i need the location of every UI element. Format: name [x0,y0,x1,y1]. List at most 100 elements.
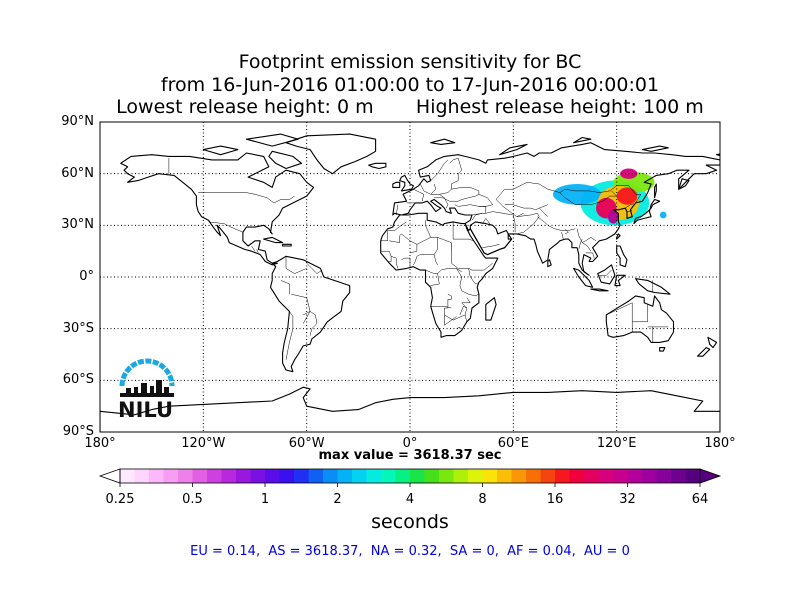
coast-ireland [392,181,401,188]
colorbar-cell [642,469,657,483]
border-line [444,293,471,321]
colorbar-cell [120,469,135,483]
colorbar-cell [497,469,512,483]
graticule [100,122,720,432]
colorbar-tick-label: 64 [691,492,709,507]
border-line [461,290,480,297]
lat-tick-label: 90°S [62,424,94,439]
coast-japan [633,198,661,225]
colorbar-max-extend [699,468,722,484]
border-line [413,254,435,266]
colorbar-cell [671,469,686,483]
lon-tick-label: 60°E [497,436,529,451]
colorbar-cell [279,469,295,483]
colorbar-cell [250,469,266,483]
title-line-3: Lowest release height: 0 m Highest relea… [0,96,800,119]
border-line [468,268,479,285]
colorbar-cell [598,469,614,483]
border-line [387,256,392,262]
footprint-blob [608,209,619,224]
border-line [582,242,592,252]
colorbar-cell [685,469,701,483]
lon-tick-label: 60°W [288,436,325,451]
coast-philippines [616,245,628,268]
border-line [504,204,540,211]
lon-tick-label: 180° [84,436,116,451]
coast-arctic-islands-2 [245,133,299,147]
coastlines [100,133,720,432]
colorbar-cell [584,469,599,483]
coast-madagascar [485,297,497,321]
coast-svalbard [430,138,456,145]
border-line [451,158,462,185]
colorbar-cell [366,469,382,483]
coast-wrangel [716,153,720,157]
border-line [449,157,459,164]
border-line [632,304,648,323]
coast-hispaniola [282,243,292,247]
coast-sulawesi [614,274,626,287]
coast-arabia-red-sea [469,221,513,256]
coast-tasmania [659,347,666,352]
border-line [456,326,461,329]
border-line [492,225,497,229]
border-line [430,159,449,181]
colorbar-tick-label: 0.25 [105,492,135,507]
nilu-logo [119,358,175,397]
border-line [538,204,548,217]
logo-text: NILU [118,398,174,422]
colorbar-tick-label: 32 [619,492,636,507]
border-line [537,216,576,231]
border-line [516,213,540,235]
colorbar-cell [236,469,251,483]
border-line [485,211,516,233]
colorbar-cell [207,469,222,483]
coast-new-zealand-n [707,336,718,349]
border-line [306,263,323,274]
coast-arctic-islands-1 [202,145,239,156]
border-line [430,184,452,195]
border-line [464,314,468,322]
coast-borneo [597,264,616,285]
colorbar-cell [439,469,454,483]
coast-north-america [120,152,315,266]
coast-eurasia [392,142,720,276]
border-line [434,197,459,202]
border-line [456,268,462,291]
lat-tick-label: 60°S [62,372,94,388]
lon-tick-label: 120°E [596,436,637,451]
border-line [452,221,474,242]
colorbar-units-label: seconds [371,511,449,533]
coast-sri-lanka [547,259,552,268]
colorbar-tick-label: 8 [478,492,487,507]
border-line [451,242,473,271]
colorbar-cell [511,469,527,483]
border-line [302,310,311,324]
map-frame [99,121,721,433]
coast-great-britain [399,174,414,192]
border-line [198,192,295,204]
colorbar-tick-label: 1 [260,492,270,507]
coast-africa [380,212,499,338]
border-line [472,263,493,271]
colorbar-cell [569,469,585,483]
border-line [459,305,467,315]
coast-antarctica [100,386,720,432]
colorbar-cell [134,469,150,483]
border-line [380,221,407,242]
coast-java [590,288,609,292]
border-line [576,228,597,243]
border-line [444,314,457,326]
border-line [625,203,634,209]
coast-greenland [285,133,377,175]
title-line-2: from 16-Jun-2016 01:00:00 to 17-Jun-2016… [160,74,660,96]
border-line [564,228,569,235]
colorbar-cell [482,469,498,483]
colorbar-cell [453,469,469,483]
colorbar-cell [555,469,570,483]
colorbar-cell [221,469,237,483]
colorbar-cell [656,469,672,483]
border-line [309,311,318,336]
border-line [280,280,290,295]
